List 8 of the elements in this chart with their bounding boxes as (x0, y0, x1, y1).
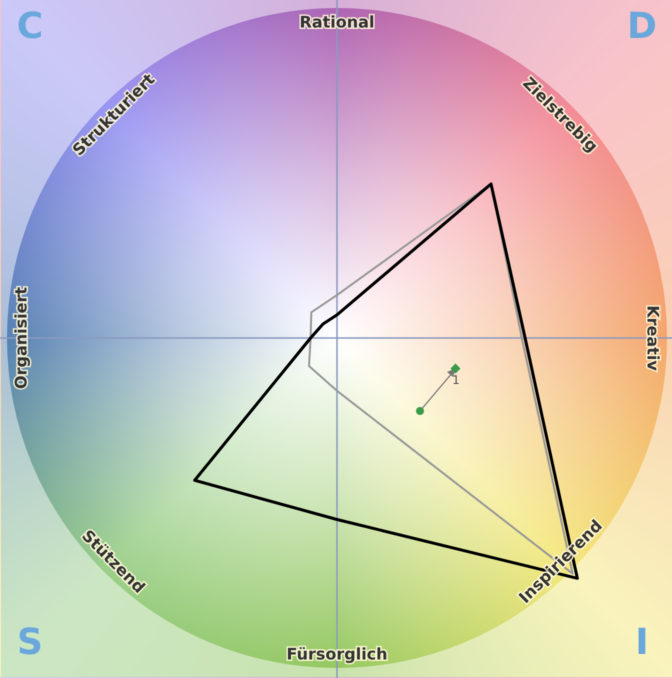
text: 1 (452, 373, 460, 387)
spoke-label: Rational (300, 12, 374, 32)
text: D (627, 6, 657, 47)
spoke-label: Organisiert (12, 286, 30, 390)
text: S (17, 622, 43, 663)
text: C (16, 6, 44, 47)
text: I (635, 622, 649, 663)
spoke-label: Kreativ (644, 305, 662, 372)
